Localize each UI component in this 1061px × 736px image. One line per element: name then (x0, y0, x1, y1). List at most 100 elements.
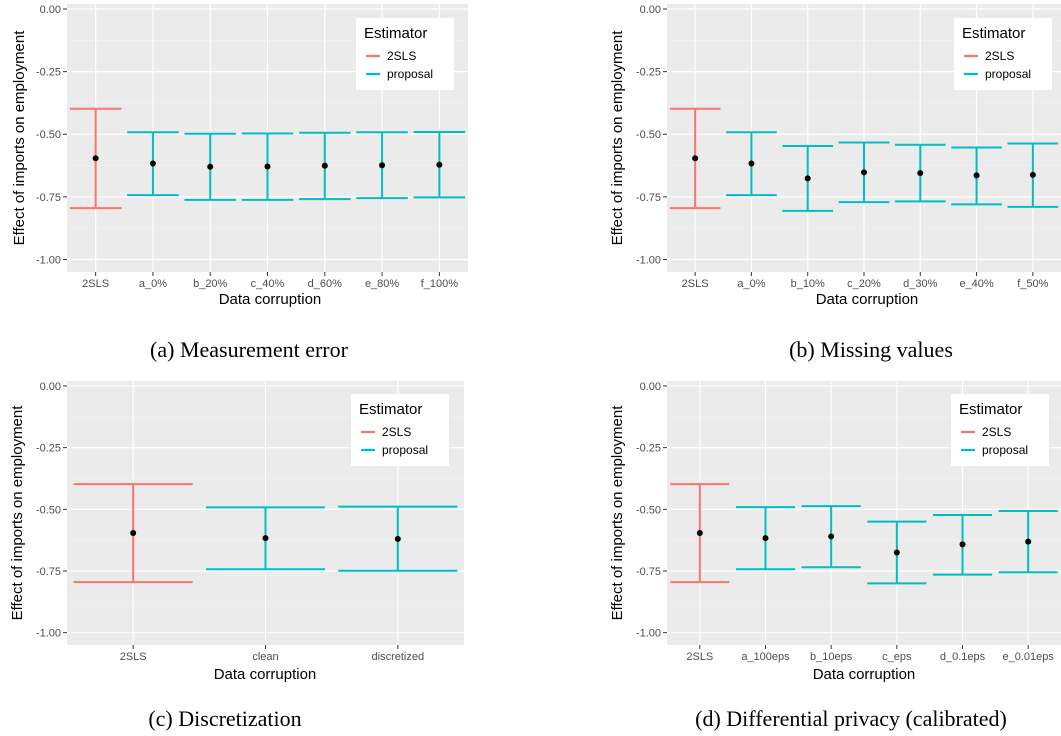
chart-panel-1: 0.00 -0.25 -0.50 -0.75 -1.00 2SLS a_0% b_20% c_4… (11, 4, 468, 362)
legend-label-2SLS: 2SLS (387, 49, 416, 63)
chart-panel-3: 0.00 -0.25 -0.50 -0.75 -1.00 2SLS clean discret… (9, 381, 464, 731)
point-estimate (917, 170, 924, 177)
point-estimate (149, 160, 156, 167)
errorbar-b_10eps (801, 505, 861, 569)
x-axis-title: Data corruption (214, 666, 317, 683)
y-tick-label: -0.50 (36, 504, 61, 516)
legend-box (954, 18, 1052, 90)
y-axis-title: Effect of imports on employment (11, 30, 28, 246)
x-tick-label: b_20% (193, 278, 227, 290)
errorbar-clean (205, 506, 326, 571)
legend-label-2SLS: 2SLS (982, 425, 1011, 439)
point-estimate (321, 162, 328, 169)
legend: Estimator 2SLS proposal (351, 394, 449, 466)
y-tick-label: -0.75 (636, 192, 661, 204)
errorbar-c_eps (867, 520, 927, 585)
x-tick-label: f_100% (421, 278, 459, 290)
errorbar-c_40% (241, 132, 294, 201)
errorbar-a_0% (726, 131, 777, 197)
errorbar-2SLS (73, 483, 193, 584)
point-estimate (394, 535, 401, 542)
point-estimate (696, 529, 703, 536)
point-estimate (1029, 171, 1036, 178)
x-tick-label: d_0.1eps (940, 651, 986, 663)
errorbar-d_60% (299, 131, 351, 201)
y-axis-title: Effect of imports on employment (609, 405, 626, 621)
point-estimate (379, 162, 386, 169)
point-estimate (262, 535, 269, 542)
y-tick-label: -0.25 (36, 443, 61, 455)
errorbar-e_0.01eps (998, 510, 1058, 574)
y-axis-title: Effect of imports on employment (9, 405, 26, 621)
errorbar-2SLS (670, 483, 730, 584)
figure-caption: (c) Discretization (148, 706, 301, 731)
figure-caption: (d) Differential privacy (calibrated) (695, 706, 1007, 731)
legend-label-2SLS: 2SLS (985, 49, 1014, 63)
chart-panel-4: 0.00 -0.25 -0.50 -0.75 -1.00 2SLS a_100eps b_10… (609, 381, 1061, 731)
figure-caption: (a) Measurement error (150, 337, 349, 362)
x-tick-label: e_80% (365, 278, 399, 290)
legend-label-proposal: proposal (982, 443, 1028, 457)
x-tick-label: 2SLS (682, 278, 709, 290)
errorbar-d_0.1eps (932, 513, 993, 576)
errorbar-2SLS (669, 107, 721, 210)
x-tick-label: d_30% (903, 278, 937, 290)
x-tick-label: 2SLS (120, 651, 147, 663)
y-tick-label: -0.50 (36, 129, 61, 141)
y-tick-label: -0.25 (636, 443, 661, 455)
legend-box (951, 394, 1049, 466)
errorbar-f_50% (1007, 142, 1059, 208)
legend-label-proposal: proposal (387, 67, 433, 81)
y-tick-label: -0.75 (636, 566, 661, 578)
y-tick-label: -1.00 (636, 628, 661, 640)
x-tick-label: c_eps (882, 651, 912, 663)
legend-title: Estimator (959, 401, 1022, 418)
errorbar-a_100eps (735, 506, 796, 571)
point-estimate (264, 163, 271, 170)
errorbar-a_0% (127, 131, 179, 197)
legend: Estimator 2SLS proposal (356, 18, 454, 90)
x-tick-label: e_40% (959, 278, 993, 290)
y-tick-label: -0.75 (36, 192, 61, 204)
point-estimate (436, 161, 443, 168)
point-estimate (207, 163, 214, 170)
errorbar-f_100% (413, 130, 466, 199)
point-estimate (130, 529, 137, 536)
errorbar-e_40% (951, 146, 1002, 206)
x-tick-label: d_60% (308, 278, 342, 290)
legend-title: Estimator (962, 25, 1025, 42)
errorbar-e_80% (356, 131, 408, 200)
x-tick-label: a_0% (139, 278, 167, 290)
x-axis-title: Data corruption (816, 291, 919, 308)
x-tick-label: 2SLS (686, 651, 713, 663)
point-estimate (692, 155, 699, 162)
y-tick-label: -0.25 (636, 67, 661, 79)
point-estimate (973, 172, 980, 179)
chart-panel-2: 0.00 -0.25 -0.50 -0.75 -1.00 2SLS a_0% b_10% c_2… (609, 4, 1061, 362)
legend-title: Estimator (364, 25, 427, 42)
point-estimate (893, 549, 900, 556)
figure-caption: (b) Missing values (789, 337, 953, 362)
legend-label-proposal: proposal (985, 67, 1031, 81)
errorbar-2SLS (69, 107, 122, 210)
x-tick-label: 2SLS (82, 278, 109, 290)
x-tick-label: e_0.01eps (1002, 651, 1054, 663)
y-tick-label: -0.75 (36, 566, 61, 578)
errorbar-c_20% (838, 141, 890, 204)
x-tick-label: f_50% (1017, 278, 1048, 290)
legend: Estimator 2SLS proposal (951, 394, 1049, 466)
point-estimate (861, 169, 867, 176)
x-tick-label: c_40% (251, 278, 285, 290)
errorbar-d_30% (894, 143, 946, 203)
point-estimate (959, 541, 966, 548)
point-estimate (748, 160, 755, 167)
x-tick-label: a_0% (737, 278, 765, 290)
x-axis-title: Data corruption (813, 666, 916, 683)
point-estimate (828, 533, 835, 540)
y-tick-label: 0.00 (640, 4, 661, 16)
point-estimate (92, 155, 99, 162)
point-estimate (762, 535, 769, 542)
legend-box (351, 394, 449, 466)
x-tick-label: b_10% (791, 278, 825, 290)
